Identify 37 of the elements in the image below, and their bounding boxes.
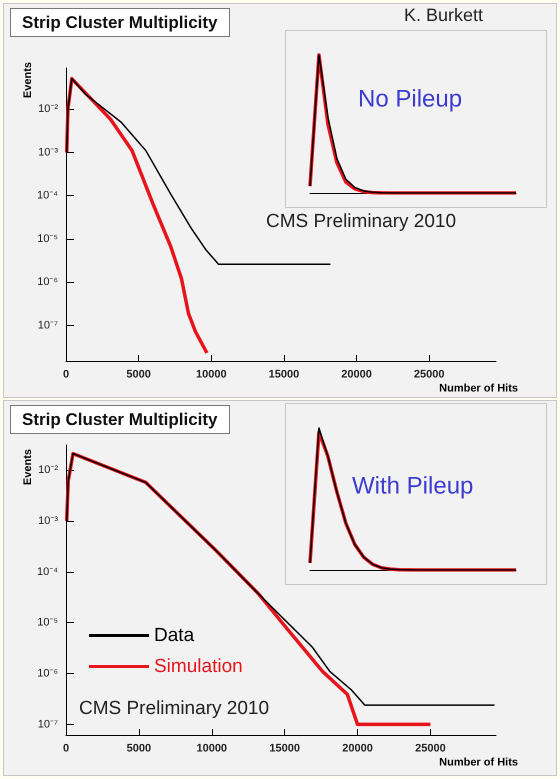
x-tick-label: 15000	[269, 742, 300, 754]
y-tick-label: 10⁻⁴	[37, 566, 58, 578]
x-tick-label: 25000	[414, 368, 444, 380]
y-tick-label: 10⁻²	[38, 103, 58, 116]
x-tick-label: 10000	[196, 742, 228, 754]
y-tick-label: 10⁻⁷	[38, 718, 58, 730]
annotation: No Pileup	[358, 86, 462, 112]
y-tick-label: 10⁻³	[38, 514, 58, 527]
x-tick-label: 15000	[268, 368, 300, 380]
x-tick-label: 10000	[196, 368, 227, 380]
x-axis-title: Number of Hits	[439, 382, 518, 394]
y-tick-label: 10⁻⁵	[37, 232, 58, 245]
x-tick-label: 5000	[126, 368, 151, 380]
x-tick-label: 0	[62, 742, 70, 754]
annotation: CMS Preliminary 2010	[266, 211, 456, 232]
y-tick-label: 10⁻²	[38, 464, 58, 476]
y-tick-label: 10⁻⁷	[38, 319, 58, 332]
y-axis-title: Events	[22, 449, 34, 486]
x-tick-label: 20000	[341, 368, 372, 380]
x-axis-title: Number of Hits	[439, 756, 518, 768]
x-tick-label: 0	[62, 368, 70, 380]
y-tick-label: 10⁻⁶	[37, 668, 58, 680]
legend-label: Data	[154, 625, 195, 646]
legend-label: Simulation	[154, 656, 243, 677]
y-tick-label: 10⁻⁶	[37, 276, 58, 288]
y-tick-label: 10⁻³	[38, 146, 58, 158]
annotation: CMS Preliminary 2010	[79, 698, 270, 719]
text: K. Burkett	[404, 5, 484, 25]
y-axis-title: Events	[22, 62, 34, 98]
y-tick-label: 10⁻⁵	[37, 616, 58, 629]
chart-title: Strip Cluster Multiplicity	[22, 410, 218, 429]
x-tick-label: 20000	[342, 742, 373, 754]
y-tick-label: 10⁻⁴	[37, 190, 58, 202]
x-tick-label: 25000	[415, 742, 446, 754]
x-tick-label: 5000	[126, 742, 152, 754]
annotation: With Pileup	[352, 472, 474, 500]
chart-title: Strip Cluster Multiplicity	[22, 13, 218, 32]
